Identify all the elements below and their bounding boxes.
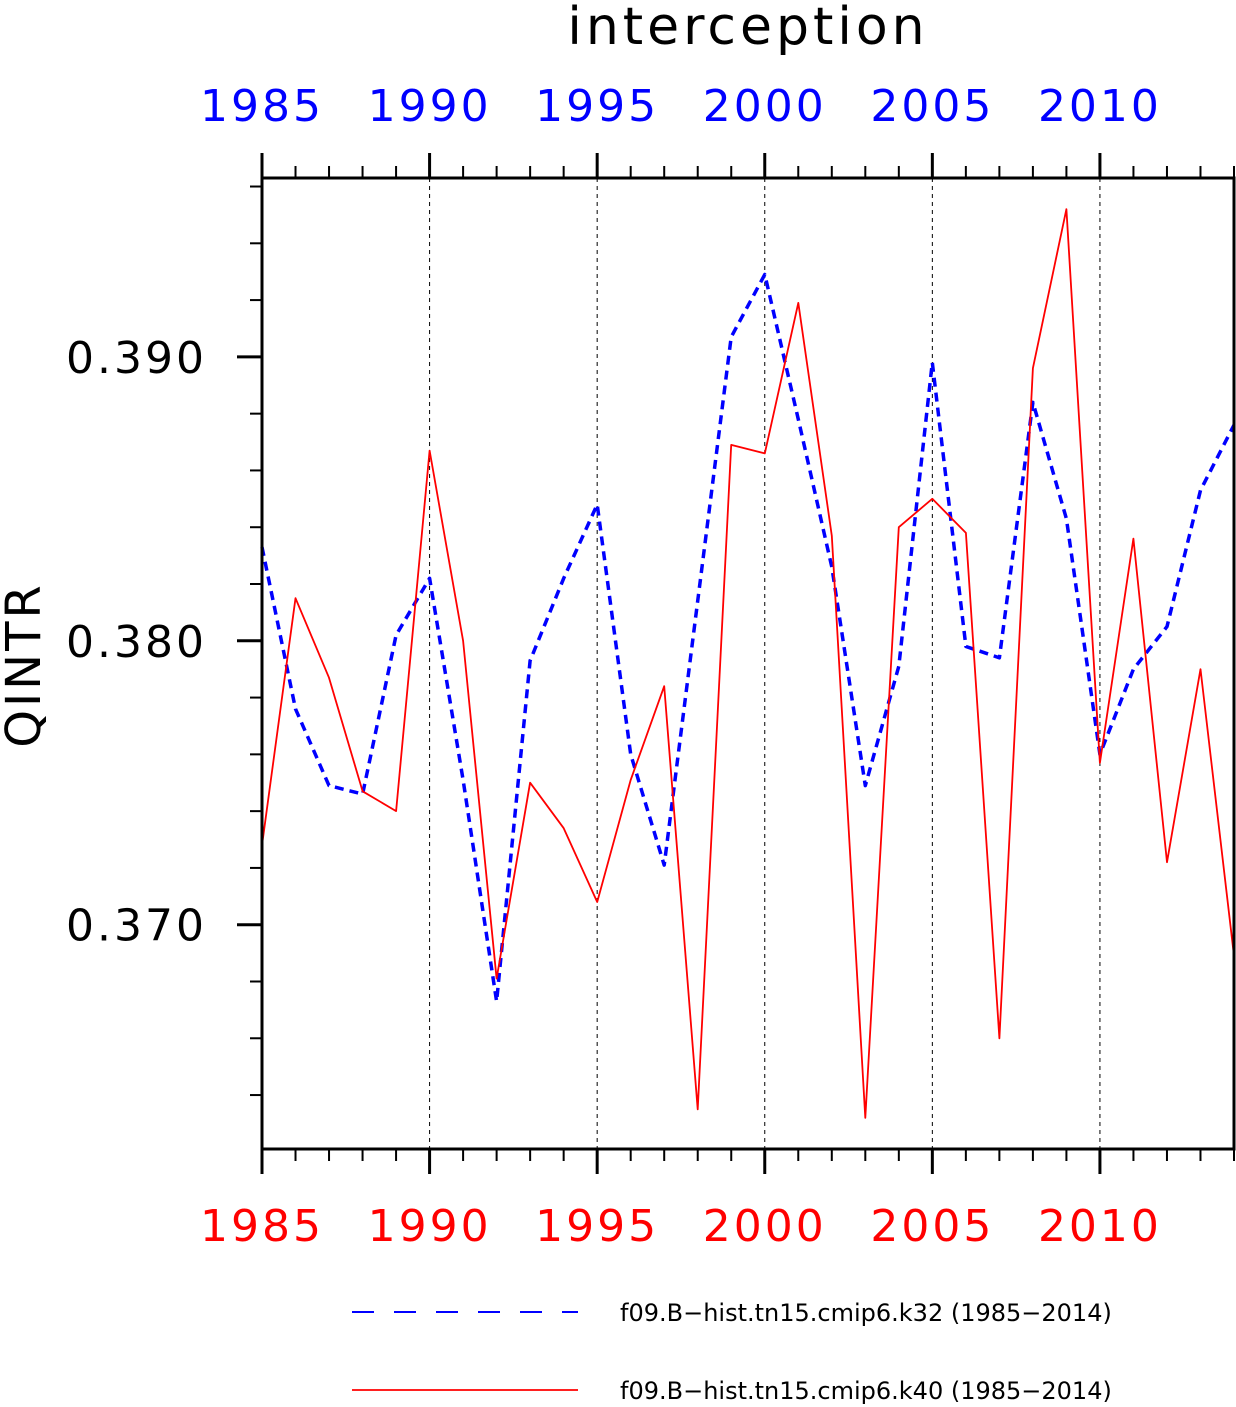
grid [429, 178, 1101, 1149]
x-tick-label-top-2000: 2000 [703, 81, 827, 132]
plot-frame [260, 176, 1236, 1151]
x-tick-label-top-2010: 2010 [1038, 81, 1162, 132]
x-tick-label-top-1985: 1985 [200, 81, 324, 132]
x-tick-label-top-2005: 2005 [870, 81, 994, 132]
ticks [237, 153, 1235, 1174]
x-tick-label-bottom-1990: 1990 [368, 1201, 492, 1252]
chart-title: interception [567, 0, 928, 57]
y-tick-label-0.370: 0.370 [66, 901, 207, 952]
series-line-2 [261, 208, 1235, 1119]
x-tick-label-bottom-2010: 2010 [1038, 1201, 1162, 1252]
y-tick-label-0.380: 0.380 [66, 617, 207, 668]
series-line-1 [260, 272, 1236, 1004]
x-tick-label-top-1990: 1990 [368, 81, 492, 132]
x-tick-label-bottom-2000: 2000 [703, 1201, 827, 1252]
x-tick-label-bottom-1995: 1995 [535, 1201, 659, 1252]
y-tick-label-0.390: 0.390 [66, 333, 207, 384]
x-tick-label-bottom-1985: 1985 [200, 1201, 324, 1252]
series-layer [260, 208, 1236, 1119]
tick-labels: 1985 1985 1990 1990 1995 1995 2000 2000 2005 2005… [66, 81, 1162, 1252]
x-tick-label-bottom-2005: 2005 [870, 1201, 994, 1252]
legend-label-2: f09.B−hist.tn15.cmip6.k40 (1985−2014) [620, 1377, 1112, 1405]
legend-label-1: f09.B−hist.tn15.cmip6.k32 (1985−2014) [620, 1299, 1112, 1327]
axes [260, 176, 1236, 1151]
y-axis-label: QINTR [0, 582, 52, 748]
legend: f09.B−hist.tn15.cmip6.k32 (1985−2014) f09… [352, 1299, 1112, 1405]
x-tick-label-top-1995: 1995 [535, 81, 659, 132]
